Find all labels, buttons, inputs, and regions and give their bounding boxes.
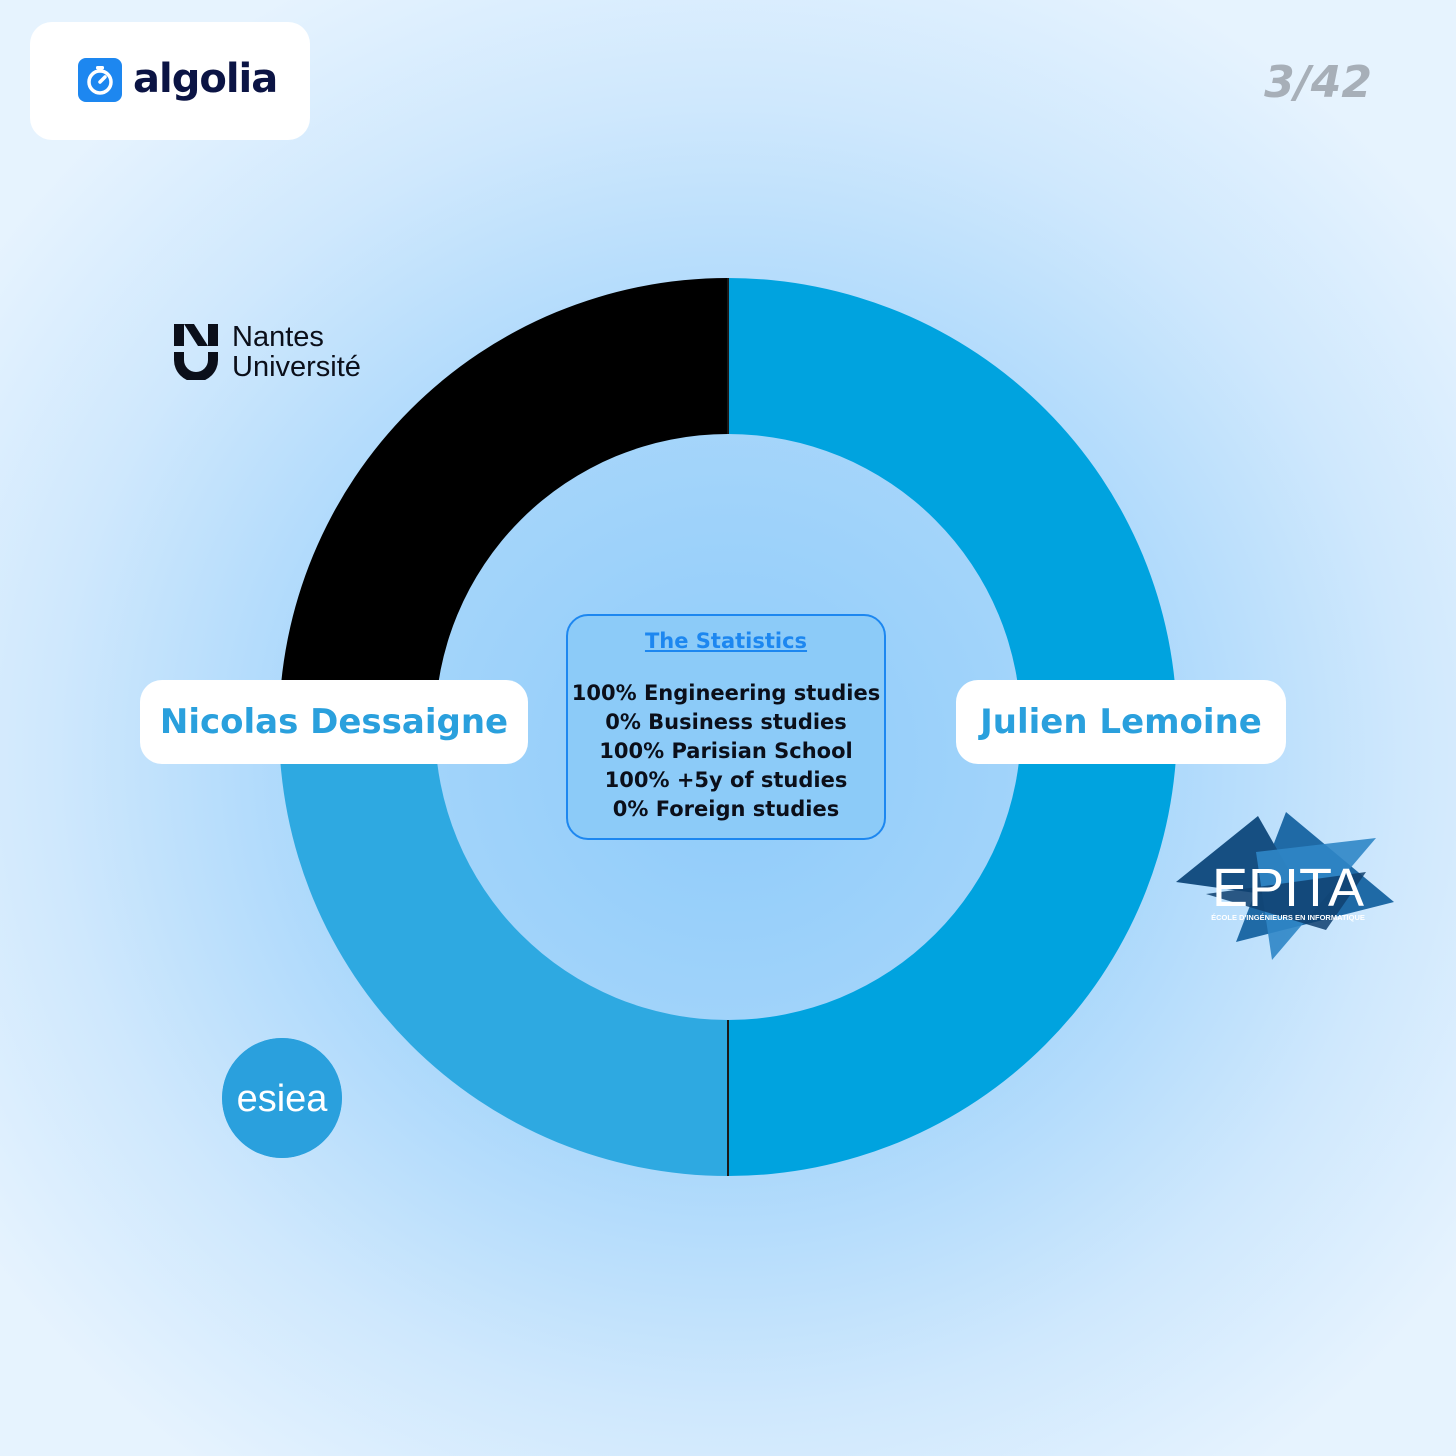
donut-segment-1 xyxy=(279,278,728,727)
nantes-line-1: Nantes xyxy=(232,321,324,353)
esiea-logo: esiea xyxy=(222,1038,342,1158)
statistics-title: The Statistics xyxy=(644,629,808,653)
donut-segment-2 xyxy=(728,278,1177,1176)
nantes-universite-wordmark: Nantes Université xyxy=(232,322,361,382)
statistic-line: 100% Parisian School xyxy=(599,739,853,763)
statistic-line: 100% Engineering studies xyxy=(571,681,881,705)
name-card-julien-lemoine: Julien Lemoine xyxy=(956,680,1286,764)
donut-segment-3 xyxy=(279,727,728,1176)
statistics-box: The Statistics 100% Engineering studies … xyxy=(566,614,886,840)
page-counter: 3/42 xyxy=(1264,57,1372,108)
epita-logo-text: EPITA xyxy=(1212,858,1364,918)
esiea-logo-text: esiea xyxy=(237,1078,329,1120)
epita-logo: EPITA ÉCOLE D'INGÉNIEURS EN INFORMATIQUE xyxy=(1176,812,1394,960)
statistic-line: 100% +5y of studies xyxy=(604,768,848,792)
statistics-list: 100% Engineering studies 0% Business stu… xyxy=(568,679,884,824)
statistic-line: 0% Foreign studies xyxy=(612,797,840,821)
epita-logo-tagline: ÉCOLE D'INGÉNIEURS EN INFORMATIQUE xyxy=(1211,913,1365,922)
algolia-wordmark: algolia xyxy=(133,56,278,102)
nantes-universite-logo xyxy=(174,324,218,380)
donut-segments xyxy=(279,278,1177,1176)
algolia-logo-card xyxy=(30,22,310,140)
name-card-nicolas-dessaigne: Nicolas Dessaigne xyxy=(140,680,528,764)
algolia-stopwatch-icon xyxy=(78,58,122,102)
nantes-line-2: Université xyxy=(232,351,361,383)
statistic-line: 0% Business studies xyxy=(605,710,847,734)
